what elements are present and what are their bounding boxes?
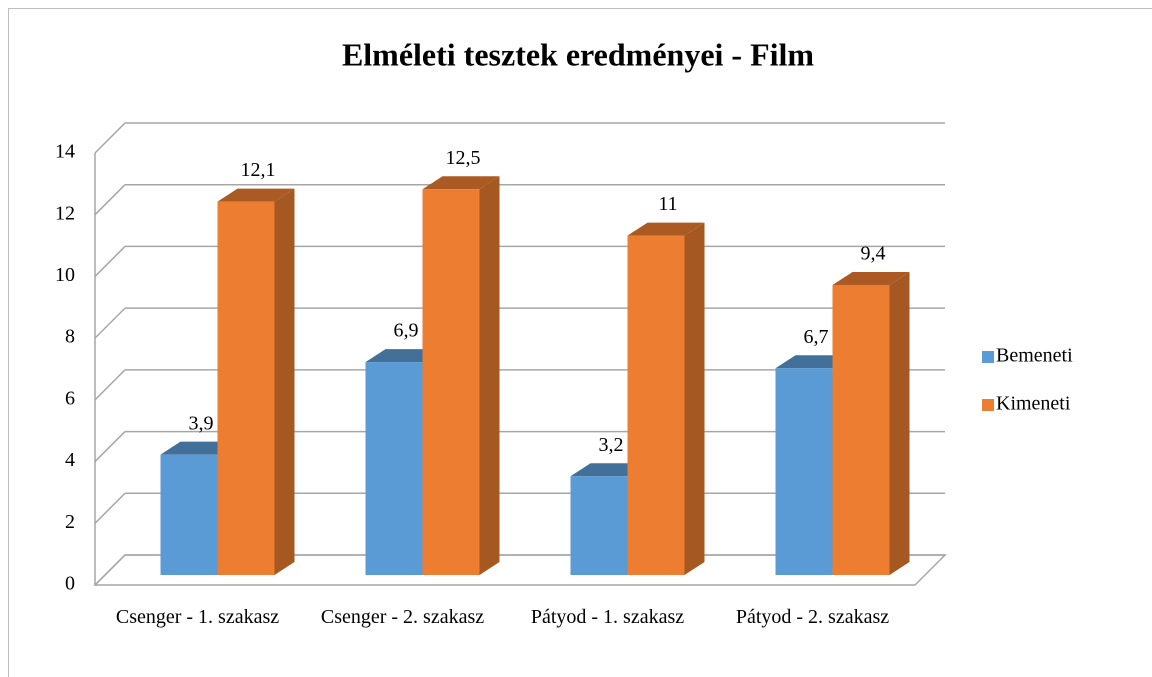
bar xyxy=(627,235,685,576)
bar xyxy=(775,368,833,575)
grid-diagonal xyxy=(94,369,126,401)
bar-side xyxy=(889,271,910,575)
y-tick-label: 6 xyxy=(65,387,75,409)
bar-top xyxy=(217,188,295,202)
y-tick-label: 4 xyxy=(65,449,75,471)
y-tick-label: 2 xyxy=(65,511,75,533)
y-tick-label: 10 xyxy=(55,264,75,286)
grid-diagonal xyxy=(94,307,126,339)
data-label: 6,9 xyxy=(394,320,419,342)
bar xyxy=(422,189,480,576)
x-tick-label: Csenger - 2. szakasz xyxy=(320,606,485,628)
bar-side xyxy=(274,188,295,575)
bar-top xyxy=(422,176,500,190)
x-tick-label: Pátyod - 2. szakasz xyxy=(735,606,890,628)
y-tick-label: 8 xyxy=(65,326,75,348)
grid-diagonal xyxy=(94,122,126,154)
y-tick-label: 0 xyxy=(65,573,75,595)
y-tick-label: 14 xyxy=(55,141,75,163)
bar xyxy=(832,284,890,575)
bar-top xyxy=(832,271,910,285)
grid-diagonal xyxy=(94,492,126,524)
chart-border xyxy=(8,8,1152,677)
data-label: 3,2 xyxy=(599,434,624,456)
data-label: 12,1 xyxy=(241,159,276,181)
data-label: 3,9 xyxy=(189,412,214,434)
bar xyxy=(160,454,218,575)
data-label: 11 xyxy=(658,193,677,215)
bar-side xyxy=(479,176,500,576)
grid-diagonal xyxy=(94,245,126,277)
x-tick-label: Pátyod - 1. szakasz xyxy=(530,606,685,628)
chart-title: Elméleti tesztek eredményei - Film xyxy=(342,36,814,72)
legend-label: Bemeneti xyxy=(996,345,1073,367)
bar-side xyxy=(684,222,705,576)
legend-swatch xyxy=(982,399,994,411)
bar xyxy=(365,362,423,575)
grid-diagonal xyxy=(94,184,126,216)
grid-diagonal xyxy=(94,431,126,463)
data-label: 6,7 xyxy=(804,326,829,348)
data-label: 9,4 xyxy=(861,243,886,265)
y-tick-label: 12 xyxy=(55,202,75,224)
data-label: 12,5 xyxy=(446,147,481,169)
bar xyxy=(217,201,275,575)
bar-top xyxy=(627,222,705,236)
bar xyxy=(570,476,628,575)
legend-label: Kimeneti xyxy=(996,393,1071,415)
legend-swatch xyxy=(982,351,994,363)
x-tick-label: Csenger - 1. szakasz xyxy=(115,606,280,628)
grid-diagonal xyxy=(94,554,126,586)
